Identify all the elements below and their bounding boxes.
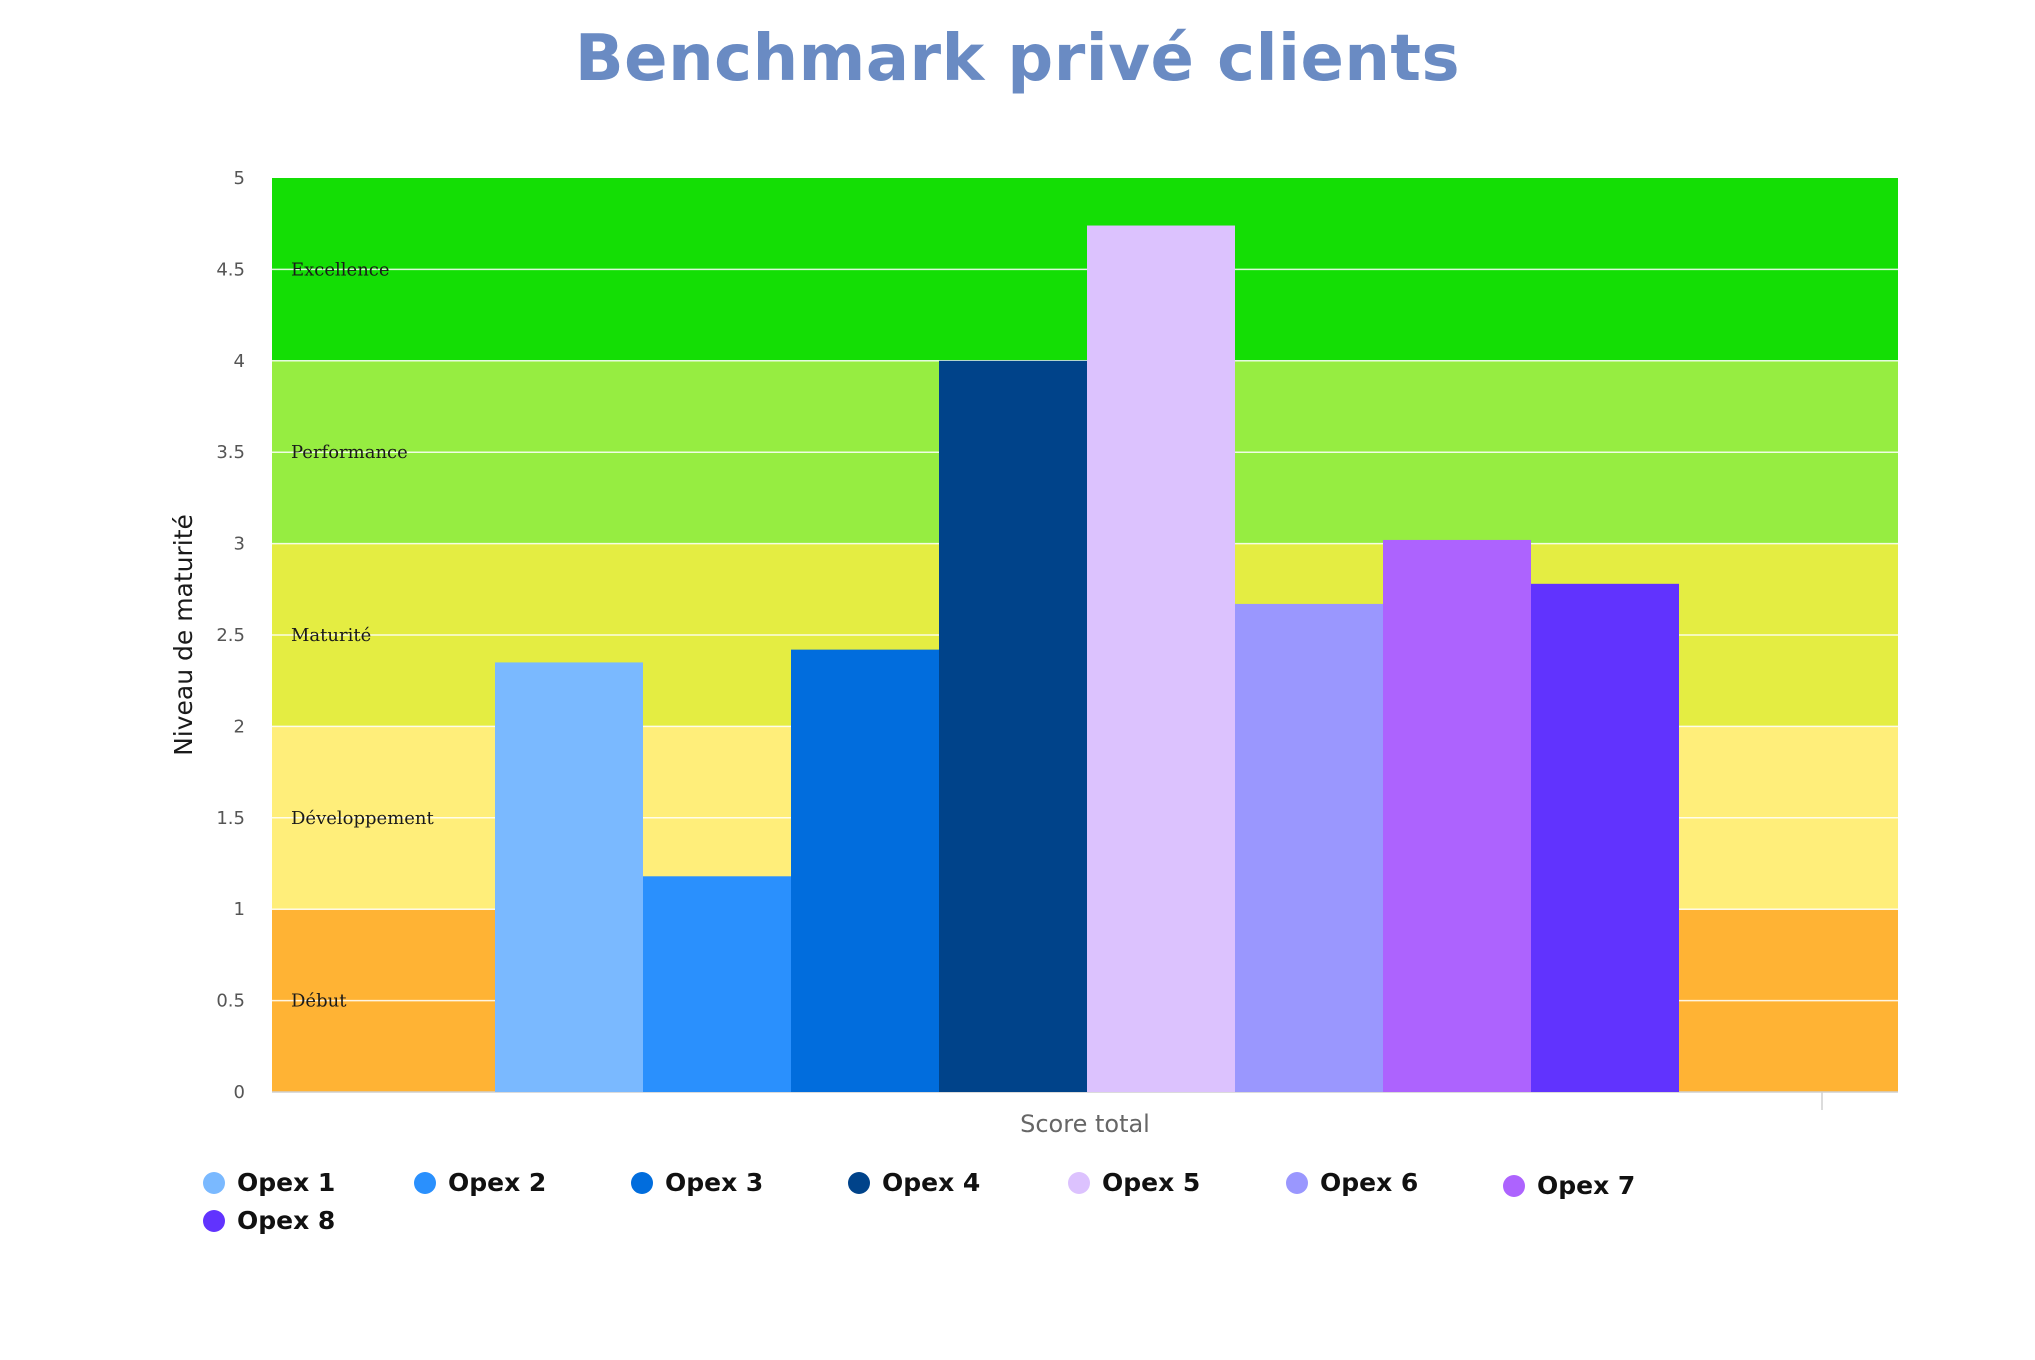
y-tick-label: 0 bbox=[234, 1082, 245, 1103]
bar-opex-1 bbox=[495, 662, 643, 1092]
legend-label: Opex 8 bbox=[237, 1206, 336, 1235]
bar-opex-3 bbox=[791, 649, 939, 1092]
legend-swatch bbox=[1286, 1171, 1308, 1194]
legend-item[interactable]: Opex 7 bbox=[1503, 1171, 1635, 1200]
legend-label: Opex 6 bbox=[1320, 1168, 1419, 1197]
legend-swatch bbox=[631, 1171, 653, 1194]
y-tick-label: 4.5 bbox=[216, 259, 245, 280]
legend-item[interactable]: Opex 3 bbox=[631, 1168, 763, 1197]
y-tick-label: 1 bbox=[234, 899, 245, 920]
band-label: Maturité bbox=[291, 625, 371, 646]
legend-label: Opex 2 bbox=[448, 1168, 547, 1197]
legend-label: Opex 5 bbox=[1102, 1168, 1201, 1197]
legend-swatch bbox=[203, 1209, 225, 1232]
legend-item[interactable]: Opex 6 bbox=[1286, 1168, 1418, 1197]
legend-label: Opex 3 bbox=[665, 1168, 764, 1197]
legend-swatch bbox=[414, 1171, 436, 1194]
legend-label: Opex 7 bbox=[1537, 1171, 1636, 1200]
bar-opex-6 bbox=[1235, 603, 1383, 1092]
bar-opex-4 bbox=[939, 360, 1087, 1092]
legend-item[interactable]: Opex 5 bbox=[1068, 1168, 1200, 1197]
bar-opex-2 bbox=[643, 876, 791, 1092]
legend-swatch bbox=[203, 1171, 225, 1194]
band-label: Développement bbox=[291, 808, 435, 829]
legend-swatch bbox=[1068, 1171, 1090, 1194]
y-tick-label: 5 bbox=[234, 168, 245, 189]
legend-item[interactable]: Opex 2 bbox=[414, 1168, 546, 1197]
y-tick-label: 0.5 bbox=[216, 991, 245, 1012]
labels: 0 0.5 1 1.5 2 2.5 3 3.5 4 4.5 5 Début Développement M… bbox=[169, 168, 1150, 1138]
y-tick-label: 1.5 bbox=[216, 808, 245, 829]
band-label: Excellence bbox=[291, 259, 390, 280]
y-tick-label: 3 bbox=[234, 534, 245, 555]
legend-item[interactable]: Opex 4 bbox=[848, 1168, 980, 1197]
bar-opex-8 bbox=[1531, 583, 1679, 1092]
bar-opex-7 bbox=[1383, 539, 1531, 1092]
y-tick-label: 3.5 bbox=[216, 442, 245, 463]
y-tick-label: 4 bbox=[234, 351, 245, 372]
band-label: Performance bbox=[291, 442, 408, 463]
legend-label: Opex 4 bbox=[882, 1168, 981, 1197]
legend-label: Opex 1 bbox=[237, 1168, 336, 1197]
bars bbox=[495, 225, 1679, 1092]
legend-item[interactable]: Opex 8 bbox=[203, 1206, 335, 1235]
y-axis-title: Niveau de maturité bbox=[169, 514, 198, 756]
y-tick-label: 2 bbox=[234, 716, 245, 737]
legend-swatch bbox=[1503, 1174, 1525, 1197]
legend-item[interactable]: Opex 1 bbox=[203, 1168, 335, 1197]
bar-opex-5 bbox=[1087, 225, 1235, 1092]
x-axis-title: Score total bbox=[1020, 1110, 1150, 1138]
y-tick-label: 2.5 bbox=[216, 625, 245, 646]
chart-title: Benchmark privé clients bbox=[574, 22, 1461, 96]
band-label: Début bbox=[291, 991, 347, 1012]
legend-swatch bbox=[848, 1171, 870, 1194]
